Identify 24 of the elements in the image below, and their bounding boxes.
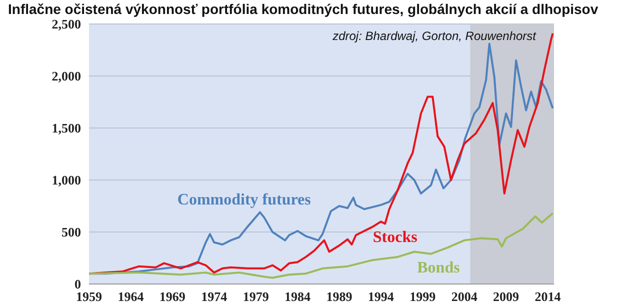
y-tick-label: 0: [74, 276, 81, 292]
line-series: [89, 212, 554, 279]
x-tick-label: 2009: [493, 289, 520, 304]
y-tick-label: 1,000: [52, 172, 81, 188]
x-tick-label: 2004: [451, 289, 478, 304]
y-tick-label: 500: [62, 224, 81, 240]
x-tick-label: 1969: [159, 289, 186, 304]
y-tick-label: 1,500: [52, 120, 81, 136]
chart-title: Inflačne očistená výkonnosť portfólia komoditných futures, globálnych akcií a dlhopisov: [8, 1, 598, 17]
y-tick-label: 2,500: [52, 16, 81, 32]
x-tick-label: 1984: [284, 289, 312, 304]
x-tick-label: 1979: [242, 289, 270, 304]
x-tick-label: 1964: [118, 289, 144, 304]
x-tick-label: 1994: [368, 289, 394, 304]
series-label: Bonds: [417, 260, 460, 277]
annotation: zdroj: Bhardwaj, Gorton, Rouwenhorst: [332, 29, 536, 43]
x-tick-label: 1959: [76, 289, 102, 304]
y-tick-label: 2,000: [52, 68, 81, 84]
x-tick-label: 2014: [534, 289, 562, 304]
series-label: Commodity futures: [177, 191, 311, 208]
x-tick-label: 1989: [326, 289, 353, 304]
x-tick-label: 1974: [201, 289, 228, 304]
series-label: Stocks: [372, 228, 418, 246]
x-tick-label: 1999: [410, 289, 436, 304]
